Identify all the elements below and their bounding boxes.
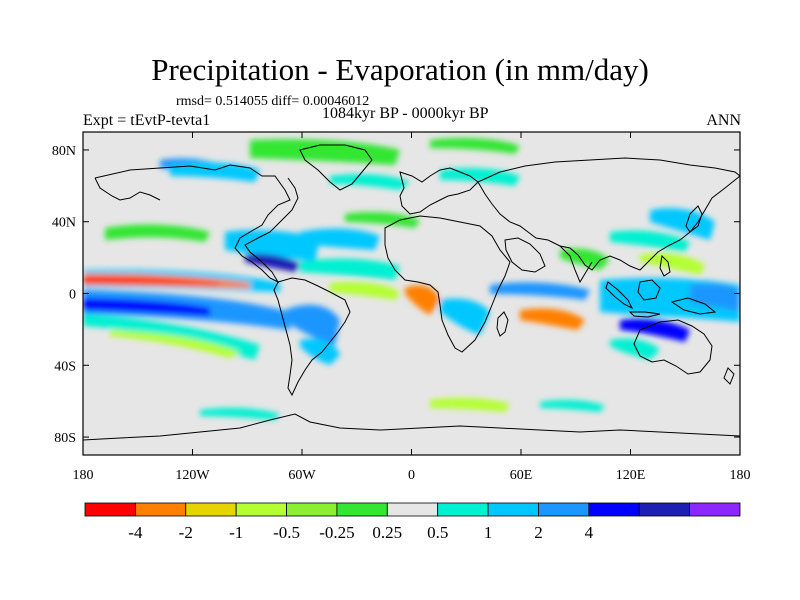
coastline-alaska xyxy=(94,177,161,201)
stats-line: rmsd= 0.514055 diff= 0.00046012 xyxy=(176,94,370,109)
colorbar-label: 0.25 xyxy=(372,523,402,542)
colorbar-label: -2 xyxy=(179,523,193,542)
field-blob xyxy=(300,338,340,365)
field-blob xyxy=(430,138,520,154)
coastline-europe xyxy=(399,167,479,215)
field-blob xyxy=(285,304,340,345)
field-blob xyxy=(200,407,280,420)
lat-tick-label: 0 xyxy=(69,288,76,303)
coastline-india xyxy=(559,245,593,284)
field-blob xyxy=(83,298,210,316)
coastline-new-zealand xyxy=(723,367,735,385)
colorbar-label: 4 xyxy=(585,523,594,542)
field-blob xyxy=(430,397,510,412)
colorbar-label: 1 xyxy=(484,523,493,542)
coastline-north-america xyxy=(94,164,299,284)
colorbar-swatch xyxy=(487,502,539,517)
field-blob xyxy=(540,399,605,412)
field-blob xyxy=(640,253,705,275)
lat-tick-label: 80N xyxy=(52,144,76,159)
colorbar-swatch xyxy=(538,502,590,517)
coastline-borneo xyxy=(637,279,661,301)
lon-tick-label: 0 xyxy=(408,468,415,483)
lon-tick-label: 120W xyxy=(175,468,210,483)
field-blob xyxy=(83,277,220,285)
lat-tick-label: 40N xyxy=(52,216,76,231)
field-blob xyxy=(300,228,380,250)
field-blob xyxy=(620,318,690,342)
colorbar-swatch xyxy=(588,502,640,517)
field-blob xyxy=(490,282,590,300)
field-blob xyxy=(405,285,440,315)
season-label: ANN xyxy=(706,112,741,129)
field-blob xyxy=(650,208,715,240)
field-blob xyxy=(690,283,740,312)
longitude-axis: 180 120W 60W 0 60E 120E 180 xyxy=(73,132,751,483)
lon-tick-label: 180 xyxy=(730,468,751,483)
field-blob xyxy=(245,254,300,272)
coastline-japan xyxy=(685,205,703,233)
colorbar-swatch xyxy=(386,502,439,517)
coastline-south-america xyxy=(273,277,351,397)
coastline-new-guinea xyxy=(670,297,717,315)
colorbar-label: 2 xyxy=(534,523,543,542)
experiment-label: Expt = tEvtP-tevta1 xyxy=(83,112,211,129)
colorbar-label: -0.25 xyxy=(319,523,354,542)
coastline-sumatra xyxy=(605,281,634,310)
colorbar-label: -0.5 xyxy=(273,523,300,542)
colorbar-label: -1 xyxy=(229,523,243,542)
colorbar-swatch xyxy=(638,502,691,517)
figure-title: Precipitation - Evaporation (in mm/day) xyxy=(151,52,649,87)
colorbar-swatch xyxy=(689,502,741,517)
coastline-philippines xyxy=(659,254,671,277)
coastline-madagascar xyxy=(496,311,509,337)
coastline-australia xyxy=(633,319,713,375)
lon-tick-label: 180 xyxy=(73,468,94,483)
colorbar-label: 0.5 xyxy=(427,523,448,542)
field-layer xyxy=(83,138,740,420)
lat-tick-label: 40S xyxy=(54,359,76,374)
field-blob xyxy=(105,224,210,242)
colorbar-swatch xyxy=(84,502,136,517)
field-blob xyxy=(610,230,690,252)
coastline-asia xyxy=(477,157,740,271)
lon-tick-label: 60W xyxy=(288,468,316,483)
colorbar-swatch xyxy=(437,502,489,517)
colorbar-label: -4 xyxy=(128,523,143,542)
coastline-africa xyxy=(384,215,511,353)
coastline-greenland xyxy=(299,144,373,191)
field-blob xyxy=(300,258,400,280)
field-blob xyxy=(610,338,660,360)
colorbar-swatch xyxy=(185,502,237,517)
field-blob xyxy=(345,212,420,228)
lon-tick-label: 60E xyxy=(510,468,533,483)
coastline-java xyxy=(628,311,661,318)
lon-tick-label: 120E xyxy=(616,468,646,483)
lat-tick-label: 80S xyxy=(54,431,76,446)
field-blob xyxy=(250,139,400,165)
field-blob xyxy=(330,281,400,300)
field-blob xyxy=(170,162,260,182)
field-blob xyxy=(440,298,490,335)
latitude-axis: 80N 40N 0 40S 80S xyxy=(52,144,740,446)
colorbar-swatch xyxy=(286,502,338,517)
colorbar-swatch xyxy=(134,502,187,517)
field-blob xyxy=(560,248,610,270)
field-blob xyxy=(520,308,585,330)
period-label: 1084kyr BP - 0000kyr BP xyxy=(322,105,489,122)
coastline-antarctica xyxy=(83,413,740,441)
field-blob xyxy=(110,330,240,358)
coastline-arabia xyxy=(504,237,546,273)
field-blob xyxy=(330,174,410,190)
colorbar: -4 -2 -1 -0.5 -0.25 0.25 0.5 1 2 4 xyxy=(84,502,741,542)
colorbar-swatch xyxy=(235,502,287,517)
colorbar-swatch xyxy=(336,502,388,517)
field-blob xyxy=(225,230,320,262)
coastlines xyxy=(83,144,740,441)
